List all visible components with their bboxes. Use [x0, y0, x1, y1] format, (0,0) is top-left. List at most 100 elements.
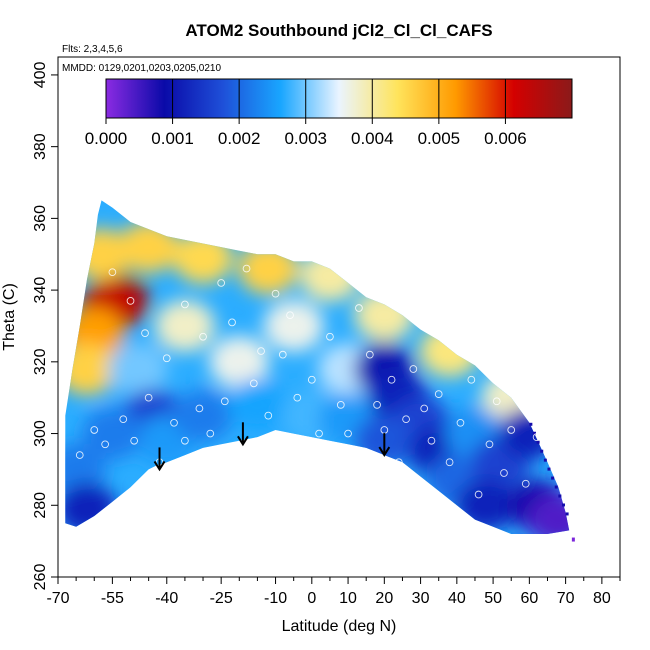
colorbar-tick-label: 0.006	[484, 129, 527, 148]
y-axis-label: Theta (C)	[1, 283, 18, 351]
heatmap-blob	[173, 231, 234, 284]
observation-point	[271, 289, 280, 298]
field-jagged-edge	[529, 422, 575, 542]
flights-label: Flts: 2,3,4,5,6	[62, 44, 123, 55]
observation-point	[293, 393, 302, 402]
observation-point	[532, 433, 541, 441]
y-tick-label: 400	[32, 61, 49, 88]
x-tick-label: 20	[375, 590, 393, 607]
observation-point	[434, 390, 443, 398]
y-tick-label: 360	[32, 205, 49, 232]
x-tick-label: 80	[593, 590, 611, 607]
y-tick-label: 260	[32, 564, 49, 591]
y-tick-label: 280	[32, 492, 49, 519]
edge-cell	[551, 476, 555, 480]
observation-point	[315, 429, 323, 438]
heatmap-blob	[354, 289, 415, 342]
observation-point	[101, 440, 109, 449]
observation-point	[456, 418, 465, 427]
heatmap-blob	[528, 493, 570, 534]
observation-point	[170, 418, 178, 427]
colorbar-tick-label: 0.000	[85, 129, 128, 148]
heatmap-blob	[499, 407, 560, 460]
x-tick-label: 10	[339, 590, 357, 607]
edge-cell	[571, 537, 575, 542]
x-tick-label: -40	[155, 590, 178, 607]
y-tick-label: 320	[32, 348, 49, 375]
dates-label: MMDD: 0129,0201,0203,0205,0210	[62, 63, 221, 74]
heatmap-blob	[173, 389, 234, 442]
colorbar-tick-label: 0.003	[284, 129, 327, 148]
y-axis: 260 280 300 320 340 360 380 400	[32, 61, 58, 590]
observation-point	[500, 469, 508, 477]
observation-point	[467, 375, 476, 384]
edge-cell	[529, 422, 533, 426]
colorbar-tick-label: 0.005	[418, 129, 461, 148]
observation-point	[228, 318, 236, 327]
observation-point	[286, 311, 294, 320]
observation-point	[427, 436, 436, 445]
x-tick-label: 40	[448, 590, 466, 607]
observation-point	[507, 426, 516, 434]
x-tick-label: -10	[264, 590, 287, 607]
observation-point	[420, 404, 429, 413]
observation-point	[257, 347, 265, 355]
observation-point	[141, 329, 149, 337]
observation-point	[75, 451, 84, 459]
x-axis-label: Latitude (deg N)	[282, 618, 397, 635]
edge-cell	[543, 458, 547, 462]
observation-point	[264, 411, 273, 420]
x-axis: -70 -55 -40 -25 -10 0 10 20 30 40 50 60 70 80	[46, 576, 621, 607]
edge-cell	[540, 449, 544, 453]
observation-point	[355, 304, 363, 312]
heatmap-blob	[118, 221, 179, 274]
x-tick-label: 50	[484, 590, 502, 607]
observation-point	[307, 375, 316, 384]
observation-point	[445, 458, 454, 467]
colorbar-ticks: 0.000 0.001 0.002 0.003 0.004 0.005 0.006	[85, 79, 527, 148]
x-tick-label: 70	[557, 590, 575, 607]
heatmap-blob	[238, 242, 299, 295]
observation-point	[235, 447, 244, 456]
heatmap-blob	[209, 335, 270, 388]
colorbar-tick-label: 0.002	[218, 129, 261, 148]
observation-point	[126, 297, 135, 305]
x-tick-label: 0	[307, 590, 316, 607]
observation-point	[474, 490, 483, 499]
chart-title: ATOM2 Southbound jCl2_Cl_Cl_CAFS	[185, 21, 492, 40]
observation-point	[220, 397, 229, 406]
heatmap-blob	[227, 378, 288, 431]
observation-point	[130, 436, 138, 445]
heatmap-blob	[82, 407, 143, 460]
edge-cell	[558, 494, 562, 498]
heatmap-blob	[65, 443, 107, 496]
edge-cell	[536, 440, 540, 444]
observation-point	[90, 426, 99, 434]
observation-point	[326, 332, 334, 341]
tropopause-arrows	[153, 422, 391, 472]
heatmap-blob	[419, 325, 480, 378]
x-tick-label: -55	[101, 590, 124, 607]
y-tick-label: 300	[32, 420, 49, 447]
edge-cell	[532, 431, 536, 435]
y-tick-label: 340	[32, 277, 49, 304]
colorbar-tick-label: 0.001	[151, 129, 194, 148]
observation-point	[108, 268, 117, 277]
observation-point	[195, 404, 204, 413]
edge-cell	[554, 485, 558, 489]
observation-point	[485, 440, 494, 449]
observation-point	[387, 375, 396, 384]
heatmap-blob	[107, 343, 168, 395]
down-arrow-icon	[237, 422, 249, 447]
observation-point	[217, 279, 226, 287]
observation-point	[162, 354, 171, 363]
observation-point	[344, 429, 352, 438]
down-arrow-icon	[378, 433, 391, 457]
observation-point	[249, 379, 258, 388]
observation-point	[336, 401, 345, 409]
observation-point	[402, 415, 410, 424]
colorbar-gradient	[105, 78, 573, 119]
observation-point	[373, 401, 381, 409]
observation-point	[492, 397, 501, 406]
